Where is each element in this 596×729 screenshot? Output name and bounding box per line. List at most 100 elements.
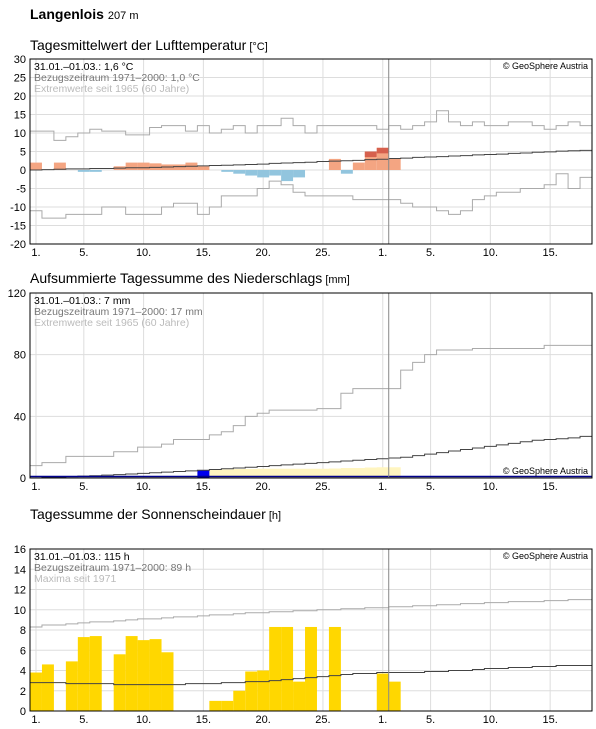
sun-bar <box>65 661 78 711</box>
x-tick-label: 15. <box>196 247 211 259</box>
x-tick-label: 1. <box>31 247 40 259</box>
x-tick-label: 1. <box>378 481 387 493</box>
credit-label: © GeoSphere Austria <box>503 61 588 71</box>
sun-bar <box>209 700 222 711</box>
plot-frame <box>29 58 593 245</box>
y-tick-label: 8 <box>20 625 26 637</box>
normal-line <box>30 149 592 171</box>
info-line-3: Extremwerte seit 1965 (60 Jahre) <box>34 317 189 329</box>
x-tick-label: 1. <box>31 714 40 726</box>
temp-bar <box>233 170 246 174</box>
temp-bar <box>197 166 210 170</box>
x-tick-label: 5. <box>79 247 88 259</box>
temp-bar <box>221 170 234 172</box>
temp-bar <box>245 170 258 176</box>
temp-bar <box>149 163 162 170</box>
sun-bar <box>149 639 162 711</box>
y-tick-label: 10 <box>14 128 26 140</box>
temp-bar <box>137 162 150 170</box>
temp-bar <box>173 164 186 170</box>
y-tick-label: 0 <box>20 706 26 718</box>
normal-line <box>30 435 592 479</box>
x-tick-label: 5. <box>426 481 435 493</box>
y-tick-label: 25 <box>14 73 26 85</box>
sun-bar <box>305 626 317 711</box>
plot-frame <box>29 548 593 712</box>
y-tick-label: 5 <box>20 147 26 159</box>
precipitation-unit: [mm] <box>325 274 350 286</box>
info-line-1: 31.01.–01.03.: 1,6 °C <box>34 61 134 73</box>
extreme-max-line <box>30 344 592 467</box>
temp-bar <box>30 162 42 170</box>
x-tick-label: 1. <box>378 714 387 726</box>
y-tick-label: 15 <box>14 110 26 122</box>
sun-bar <box>233 690 246 711</box>
x-tick-label: 15. <box>543 714 558 726</box>
credit-label: © GeoSphere Austria <box>503 551 588 561</box>
sun-bar <box>281 626 294 711</box>
sunshine-unit: [h] <box>268 510 282 522</box>
x-tick-label: 10. <box>483 714 498 726</box>
y-tick-label: 0 <box>20 165 26 177</box>
temp-bar <box>77 170 90 172</box>
temperature-title: Tagesmittelwert der Lufttemperatur [°C] <box>30 37 268 53</box>
temp-bar-extreme <box>364 151 377 158</box>
x-tick-label: 15. <box>543 481 558 493</box>
temp-bar <box>125 162 138 170</box>
station-name: Langenlois <box>30 6 104 22</box>
y-tick-label: 0 <box>20 473 26 485</box>
precip-day-bar <box>197 470 210 478</box>
sun-bar <box>77 637 90 711</box>
info-line-3: Maxima seit 1971 <box>34 573 116 585</box>
temp-bar <box>53 162 66 170</box>
sun-bar <box>328 626 341 711</box>
x-tick-label: 15. <box>196 481 211 493</box>
x-tick-label: 10. <box>483 247 498 259</box>
x-tick-label: 20. <box>256 714 271 726</box>
temperature-title-text: Tagesmittelwert der Lufttemperatur <box>30 37 247 53</box>
temp-bar <box>89 170 102 172</box>
y-tick-label: -15 <box>10 221 26 233</box>
sun-bar <box>221 700 234 711</box>
sun-bar <box>30 672 42 711</box>
y-tick-label: 40 <box>14 411 26 423</box>
temp-bar <box>281 170 294 182</box>
y-tick-label: 2 <box>20 686 26 698</box>
info-line-2: Bezugszeitraum 1971–2000: 17 mm <box>34 306 203 318</box>
sun-bar <box>269 626 282 711</box>
temp-bar <box>257 170 270 178</box>
y-tick-label: 6 <box>20 645 26 657</box>
sun-bar <box>293 681 306 711</box>
x-tick-label: 10. <box>136 247 151 259</box>
x-tick-label: 5. <box>426 247 435 259</box>
extreme-max-line <box>30 110 592 141</box>
sun-bar <box>376 673 389 711</box>
x-tick-label: 5. <box>79 481 88 493</box>
y-tick-label: -5 <box>16 184 26 196</box>
temp-bar <box>293 170 306 178</box>
extreme-min-line <box>30 173 592 219</box>
station-header: Langenlois 207 m <box>30 6 138 22</box>
sun-bar <box>161 652 174 711</box>
x-tick-label: 1. <box>31 481 40 493</box>
x-tick-label: 10. <box>483 481 498 493</box>
cumulative-precip-area <box>30 467 401 478</box>
sun-bar <box>245 671 258 711</box>
plot-frame <box>29 292 593 479</box>
x-tick-label: 25. <box>315 247 330 259</box>
y-tick-label: 4 <box>20 666 26 678</box>
sun-bar <box>257 670 270 711</box>
sun-bar <box>137 640 150 711</box>
info-line-1: 31.01.–01.03.: 7 mm <box>34 295 131 307</box>
sunshine-title-text: Tagessumme der Sonnenscheindauer <box>30 506 266 522</box>
precipitation-title: Aufsummierte Tagessumme des Niederschlag… <box>30 270 350 286</box>
y-tick-label: 12 <box>14 585 26 597</box>
x-tick-label: 20. <box>256 247 271 259</box>
x-tick-label: 5. <box>426 714 435 726</box>
temp-bar <box>340 170 353 174</box>
sun-bar <box>89 636 102 711</box>
